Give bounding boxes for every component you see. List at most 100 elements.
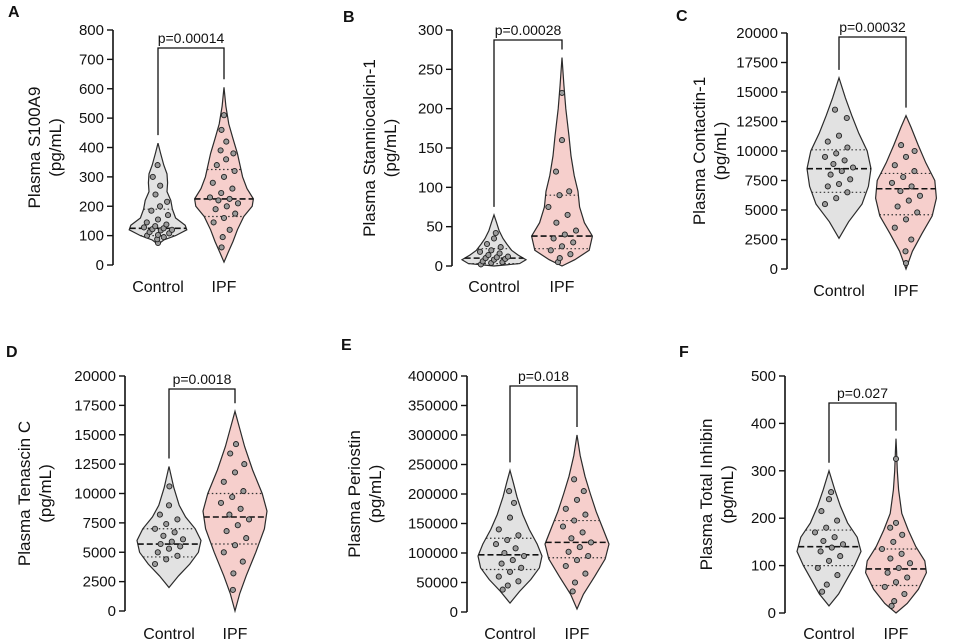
data-point	[490, 235, 498, 242]
y-tick-label: 200000	[408, 486, 458, 503]
y-tick-label: 200	[418, 101, 443, 118]
y-tick-label: 12500	[736, 114, 778, 131]
data-point	[811, 529, 819, 536]
y-tick-label: 10000	[74, 486, 116, 503]
y-tick-label: 5000	[83, 544, 116, 561]
y-tick-label: 0	[450, 604, 458, 621]
data-point	[179, 536, 187, 543]
y-tick-label: 400	[79, 140, 104, 157]
data-point	[556, 192, 563, 199]
data-point	[154, 162, 161, 169]
data-point	[156, 203, 164, 210]
y-axis-title-line1: Plasma Stanniocalcin-1	[360, 59, 379, 237]
data-point	[157, 540, 164, 548]
y-tick-label: 150000	[408, 516, 458, 533]
violin-body	[544, 434, 610, 611]
x-category-label: IPF	[223, 626, 248, 643]
y-tick-label: 200	[79, 198, 104, 215]
data-point	[240, 488, 247, 495]
data-point	[566, 188, 573, 195]
y-tick-label: 100000	[408, 545, 458, 562]
data-point	[234, 200, 242, 207]
data-point	[177, 543, 184, 550]
data-point	[497, 244, 504, 251]
data-point	[890, 538, 897, 545]
data-point	[898, 142, 905, 149]
panel-letter: E	[341, 337, 352, 354]
data-point	[556, 255, 563, 262]
y-tick-label: 50000	[416, 575, 458, 592]
data-point	[545, 203, 552, 211]
data-point	[492, 229, 499, 237]
y-tick-label: 0	[768, 605, 776, 622]
data-point	[234, 522, 241, 529]
data-point	[241, 461, 248, 468]
y-axis-title: Plasma Tenascin C (pg/mL)	[15, 421, 55, 566]
data-point	[897, 188, 904, 195]
data-point	[226, 226, 233, 233]
data-point	[888, 602, 895, 609]
y-tick-label: 2500	[745, 232, 778, 249]
data-point	[892, 519, 900, 526]
y-tick-label: 350000	[408, 398, 458, 415]
y-tick-label: 12500	[74, 456, 116, 473]
y-tick-label: 300	[79, 169, 104, 186]
significance-bracket	[157, 47, 225, 136]
data-point	[217, 147, 224, 154]
data-point	[174, 552, 181, 559]
data-point	[573, 496, 581, 503]
data-point	[849, 164, 857, 171]
y-axis-title-line2: (pg/mL)	[36, 464, 55, 523]
y-tick-label: 800	[79, 22, 104, 39]
y-tick-label: 150	[418, 140, 443, 157]
violin-control	[460, 213, 528, 268]
y-tick-label: 300	[418, 22, 443, 39]
data-point	[245, 516, 253, 523]
data-point	[512, 545, 519, 552]
data-point	[213, 162, 220, 169]
data-point	[226, 511, 233, 518]
data-point	[579, 529, 586, 536]
data-point	[231, 542, 239, 549]
data-point	[218, 244, 225, 251]
data-point	[243, 535, 250, 542]
data-point	[911, 147, 918, 155]
data-point	[576, 544, 583, 551]
data-point	[165, 502, 173, 509]
panel-d: D 0 2500 5000 7500 10000 12500 15000 17500 20000 P…	[6, 344, 268, 643]
x-category-label: IPF	[565, 626, 590, 643]
data-point	[834, 517, 841, 524]
data-point	[819, 588, 826, 595]
p-value-label: p=0.00028	[495, 22, 562, 38]
y-tick-label: 600	[79, 81, 104, 98]
data-point	[558, 137, 566, 144]
data-point	[841, 157, 848, 164]
data-point	[902, 216, 910, 223]
data-point	[547, 247, 554, 254]
data-point	[908, 236, 915, 243]
y-axis-title-line1: Plasma Tenascin C	[15, 421, 34, 566]
y-tick-label: 20000	[736, 25, 778, 42]
data-point	[231, 167, 238, 175]
y-axis-title: Plasma Periostin (pg/mL)	[345, 430, 385, 558]
y-axis-title-line1: Plasma S100A9	[25, 87, 44, 209]
data-point	[515, 532, 522, 539]
y-tick-label: 15000	[736, 84, 778, 101]
data-point	[215, 197, 222, 204]
y-tick-label: 2500	[83, 574, 116, 591]
data-point	[902, 260, 910, 267]
data-point	[168, 226, 176, 233]
data-point	[559, 523, 567, 530]
data-point	[587, 539, 595, 546]
data-point	[164, 212, 172, 219]
p-value-label: p=0.00014	[158, 30, 225, 46]
data-point	[232, 210, 239, 217]
data-point	[887, 524, 894, 531]
data-point	[217, 499, 225, 506]
y-tick-label: 7500	[745, 173, 778, 190]
data-point	[520, 552, 528, 560]
violin-control	[806, 75, 872, 240]
y-axis-title-line2: (pg/mL)	[366, 465, 385, 524]
p-value-label: p=0.0018	[173, 371, 232, 387]
